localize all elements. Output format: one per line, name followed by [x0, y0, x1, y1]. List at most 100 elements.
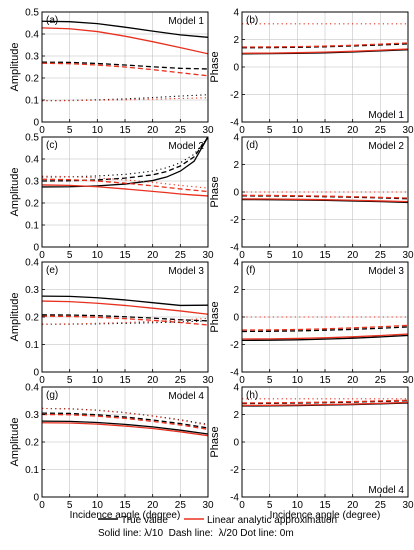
y-tick-label: 0.1 [25, 340, 39, 351]
panel-d: 0 5 10 15 20 25 30 -4 -2 0 2 4 Phase (d) Model 2 [209, 133, 414, 262]
x-tick-label: 15 [319, 375, 331, 386]
panel-c: 0 5 10 15 20 25 30 0 0.1 0.2 0.3 0.4 0.5 Amplitude (c)… [9, 133, 214, 262]
x-tick-label: 25 [175, 250, 187, 261]
series-line-approx-dashed [242, 324, 408, 331]
panel-letter: (g) [46, 390, 58, 401]
series-line-approx-dashed [42, 413, 208, 430]
series-line-approx-dashed [42, 178, 208, 193]
y-axis-label: Amplitude [9, 43, 21, 92]
y-axis-label: Phase [209, 51, 221, 82]
y-tick-label: 2 [233, 35, 239, 46]
y-axis-label: Amplitude [9, 418, 21, 467]
model-label: Model 2 [368, 141, 404, 152]
series-line-approx-dashed [42, 62, 208, 77]
y-tick-label: 0 [33, 118, 39, 129]
y-tick-label: -4 [230, 368, 239, 379]
x-tick-label: 20 [347, 500, 359, 511]
panel-letter: (e) [46, 265, 58, 276]
y-axis-label: Amplitude [9, 293, 21, 342]
y-tick-label: 0.5 [25, 8, 39, 19]
panel-letter: (a) [46, 15, 58, 26]
x-tick-label: 25 [175, 375, 187, 386]
y-tick-label: 0.4 [25, 258, 39, 269]
x-tick-label: 10 [92, 125, 104, 136]
series-line-approx-solid [42, 27, 208, 55]
x-tick-label: 10 [292, 375, 304, 386]
model-label: Model 4 [368, 485, 404, 496]
x-tick-label: 0 [39, 500, 45, 511]
y-tick-label: 0.2 [25, 438, 39, 449]
x-tick-label: 25 [175, 125, 187, 136]
series-line-approx-dashed [242, 194, 408, 199]
panel-letter: (c) [46, 140, 58, 151]
series-line-approx-solid [42, 422, 208, 437]
y-tick-label: 2 [233, 160, 239, 171]
x-tick-label: 0 [239, 375, 245, 386]
series-line-true-solid [42, 20, 208, 38]
y-tick-label: 0 [233, 188, 239, 199]
y-tick-label: 0.1 [25, 221, 39, 232]
x-tick-label: 30 [202, 125, 214, 136]
legend-line-key: Solid line: λ/10 Dash line: λ/20 Dot lin… [98, 528, 294, 539]
x-tick-label: 25 [375, 250, 387, 261]
y-tick-label: 0.3 [25, 52, 39, 63]
model-label: Model 3 [368, 266, 404, 277]
series-line-true-dashed [42, 314, 208, 322]
series-line-approx-solid [242, 401, 408, 407]
x-tick-label: 5 [67, 375, 73, 386]
x-tick-label: 0 [39, 250, 45, 261]
x-tick-label: 15 [119, 250, 131, 261]
x-tick-label: 30 [402, 375, 414, 386]
x-tick-label: 10 [92, 500, 104, 511]
x-tick-label: 30 [202, 500, 214, 511]
y-tick-label: -2 [230, 90, 239, 101]
y-axis-label: Amplitude [9, 168, 21, 217]
x-tick-label: 10 [292, 500, 304, 511]
x-tick-label: 15 [119, 125, 131, 136]
y-tick-label: -2 [230, 340, 239, 351]
x-tick-label: 5 [267, 375, 273, 386]
y-tick-label: 0.1 [25, 465, 39, 476]
x-tick-label: 25 [175, 500, 187, 511]
series-line-true-solid [42, 295, 208, 307]
panel-a: 0 5 10 15 20 25 30 0 0.1 0.2 0.3 0.4 0.5 Amplitude (a)… [9, 8, 214, 137]
y-tick-label: -4 [230, 118, 239, 129]
legend-approx-label: Linear analytic approximation [207, 515, 337, 526]
series-line-approx-dashed [42, 315, 208, 326]
x-tick-label: 25 [375, 375, 387, 386]
x-tick-label: 10 [92, 375, 104, 386]
panel-letter: (f) [246, 265, 255, 276]
x-tick-label: 0 [39, 125, 45, 136]
panel-h: 0 5 10 15 20 25 30 -4 -2 0 2 4 Phase Incidence angle … [209, 383, 414, 522]
y-tick-label: 0.4 [25, 30, 39, 41]
y-tick-label: 4 [233, 133, 239, 144]
x-tick-label: 5 [67, 250, 73, 261]
series-line-approx-dashed [242, 42, 408, 48]
x-tick-label: 25 [375, 500, 387, 511]
y-tick-label: 0 [233, 438, 239, 449]
x-tick-label: 5 [67, 125, 73, 136]
y-tick-label: 0.3 [25, 177, 39, 188]
x-tick-label: 20 [147, 125, 159, 136]
y-tick-label: 0.2 [25, 313, 39, 324]
x-tick-label: 30 [202, 250, 214, 261]
x-tick-label: 30 [202, 375, 214, 386]
x-tick-label: 0 [239, 500, 245, 511]
legend-true-label: True value [121, 515, 168, 526]
panel-e: 0 5 10 15 20 25 30 0 0.1 0.2 0.3 0.4 Amplitude (e) Mod… [9, 258, 214, 387]
series-line-approx-solid [242, 198, 408, 203]
x-tick-label: 10 [292, 125, 304, 136]
y-tick-label: 0.4 [25, 155, 39, 166]
x-tick-label: 15 [319, 500, 331, 511]
model-label: Model 1 [168, 16, 204, 27]
x-tick-label: 0 [239, 125, 245, 136]
y-tick-label: 0 [233, 63, 239, 74]
series-line-true-solid [242, 198, 408, 204]
x-tick-label: 20 [147, 375, 159, 386]
panel-f: 0 5 10 15 20 25 30 -4 -2 0 2 4 Phase (f) Model 3 [209, 258, 414, 387]
y-tick-label: 0.3 [25, 410, 39, 421]
panel-letter: (d) [246, 140, 258, 151]
model-label: Model 3 [168, 266, 204, 277]
y-tick-label: -4 [230, 243, 239, 254]
